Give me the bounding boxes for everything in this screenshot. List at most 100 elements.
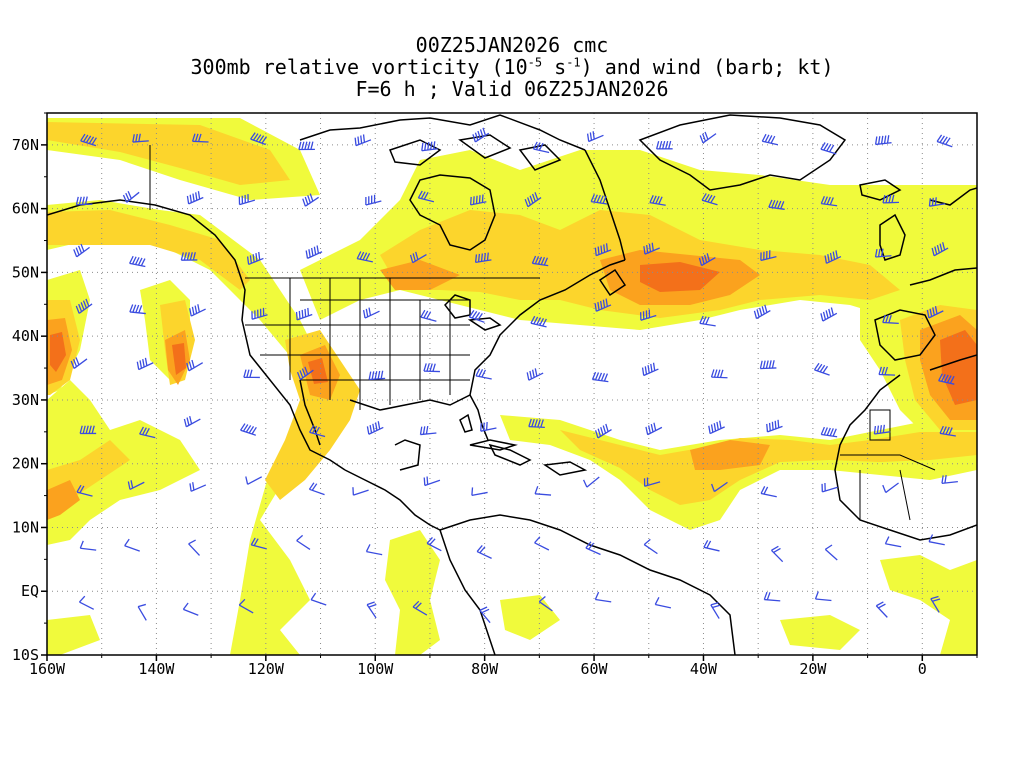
wind-barb xyxy=(538,596,553,612)
wind-barb xyxy=(127,480,145,490)
wind-barb xyxy=(710,602,721,619)
wind-barb xyxy=(296,534,311,550)
wind-barb xyxy=(365,544,383,556)
lon-tick-label: 140W xyxy=(138,660,175,678)
wind-barb xyxy=(75,298,93,314)
title-field-c: ) and wind (barb; kt) xyxy=(580,55,834,79)
wind-barb xyxy=(240,423,257,436)
wind-barb xyxy=(474,252,492,264)
wind-barb xyxy=(591,371,609,383)
wind-barb xyxy=(250,537,267,550)
wind-barb xyxy=(813,362,830,376)
lon-tick-label: 0 xyxy=(918,660,927,678)
wind-barb xyxy=(243,369,260,379)
wind-barb xyxy=(875,601,888,618)
wind-barb xyxy=(417,190,435,203)
wind-barb xyxy=(308,482,325,496)
wind-barb xyxy=(180,252,198,261)
wind-barb xyxy=(409,251,427,264)
wind-barb xyxy=(298,141,315,151)
wind-barb xyxy=(191,133,209,143)
wind-barb xyxy=(352,487,369,496)
wind-barb xyxy=(594,591,612,603)
political-borders xyxy=(149,145,936,521)
title-field-a: 300mb relative vorticity (10 xyxy=(190,55,528,79)
wind-barb xyxy=(124,538,140,552)
vorticity-peak xyxy=(50,262,977,405)
wind-barb xyxy=(820,307,838,322)
wind-barb xyxy=(480,421,497,432)
wind-barb xyxy=(640,309,657,321)
wind-barb xyxy=(524,192,542,208)
wind-barb xyxy=(586,131,604,143)
wind-barb xyxy=(930,595,941,613)
wind-barb xyxy=(938,373,955,385)
wind-barb xyxy=(534,536,550,551)
lon-tick-label: 60W xyxy=(581,660,609,678)
wind-barb xyxy=(824,544,838,561)
wind-barb xyxy=(534,486,552,496)
lat-tick-label: 70N xyxy=(12,136,39,154)
wind-barb xyxy=(766,419,783,433)
wind-barb xyxy=(643,477,661,487)
wind-barb xyxy=(186,191,204,205)
wind-barb xyxy=(186,359,204,372)
lon-tick-label: 100W xyxy=(357,660,394,678)
wind-barb xyxy=(366,421,384,435)
lat-tick-label: 20N xyxy=(12,455,39,473)
wind-barb xyxy=(75,196,93,206)
vorticity-low xyxy=(47,118,977,655)
wind-barb xyxy=(532,141,550,154)
wind-barb xyxy=(73,243,90,258)
lat-tick-label: EQ xyxy=(21,582,39,600)
lon-tick-label: 80W xyxy=(471,660,499,678)
wind-barb xyxy=(882,194,900,204)
wind-barb xyxy=(926,305,944,319)
wind-barb xyxy=(426,536,442,552)
wind-barb xyxy=(479,606,491,624)
title-exp-1: -5 xyxy=(527,55,543,70)
wind-barb xyxy=(641,362,659,377)
wind-barb xyxy=(699,131,717,144)
coastlines xyxy=(47,114,977,655)
wind-barb xyxy=(882,314,899,325)
wind-barb xyxy=(698,253,716,267)
wind-barb xyxy=(475,368,492,380)
wind-barb xyxy=(699,315,716,327)
wind-barb xyxy=(594,423,612,439)
lon-tick-label: 160W xyxy=(29,660,66,678)
wind-barb xyxy=(136,357,154,371)
wind-barb xyxy=(368,370,386,381)
wind-barb xyxy=(645,422,663,436)
wind-barb xyxy=(939,425,956,437)
wind-barb xyxy=(882,482,899,494)
map-frame xyxy=(46,112,978,656)
wind-barb xyxy=(760,486,777,498)
wind-barb xyxy=(423,476,441,487)
wind-barb xyxy=(245,476,263,485)
title-field-b: s xyxy=(542,55,567,79)
wind-barb xyxy=(649,195,666,206)
wind-barb xyxy=(295,307,313,321)
wind-barb xyxy=(238,598,254,614)
wind-barb xyxy=(476,545,492,559)
lat-tick-label: 50N xyxy=(12,263,39,281)
wind-barb xyxy=(936,134,953,148)
wind-barb xyxy=(419,425,437,436)
wind-barb xyxy=(594,243,612,257)
wind-barb xyxy=(760,250,777,262)
wind-barb xyxy=(305,245,323,259)
wind-barb xyxy=(420,309,437,322)
lon-tick-label: 120W xyxy=(248,660,285,678)
wind-barb xyxy=(884,536,902,548)
wind-barb xyxy=(928,197,946,207)
wind-barb xyxy=(129,304,146,315)
wind-barb xyxy=(79,425,97,435)
wind-barb xyxy=(820,195,838,207)
wind-barb xyxy=(821,483,838,493)
wind-barb xyxy=(530,315,547,328)
wind-barb xyxy=(531,255,549,267)
wind-barb xyxy=(931,242,949,257)
lon-tick-label: 20W xyxy=(799,660,827,678)
